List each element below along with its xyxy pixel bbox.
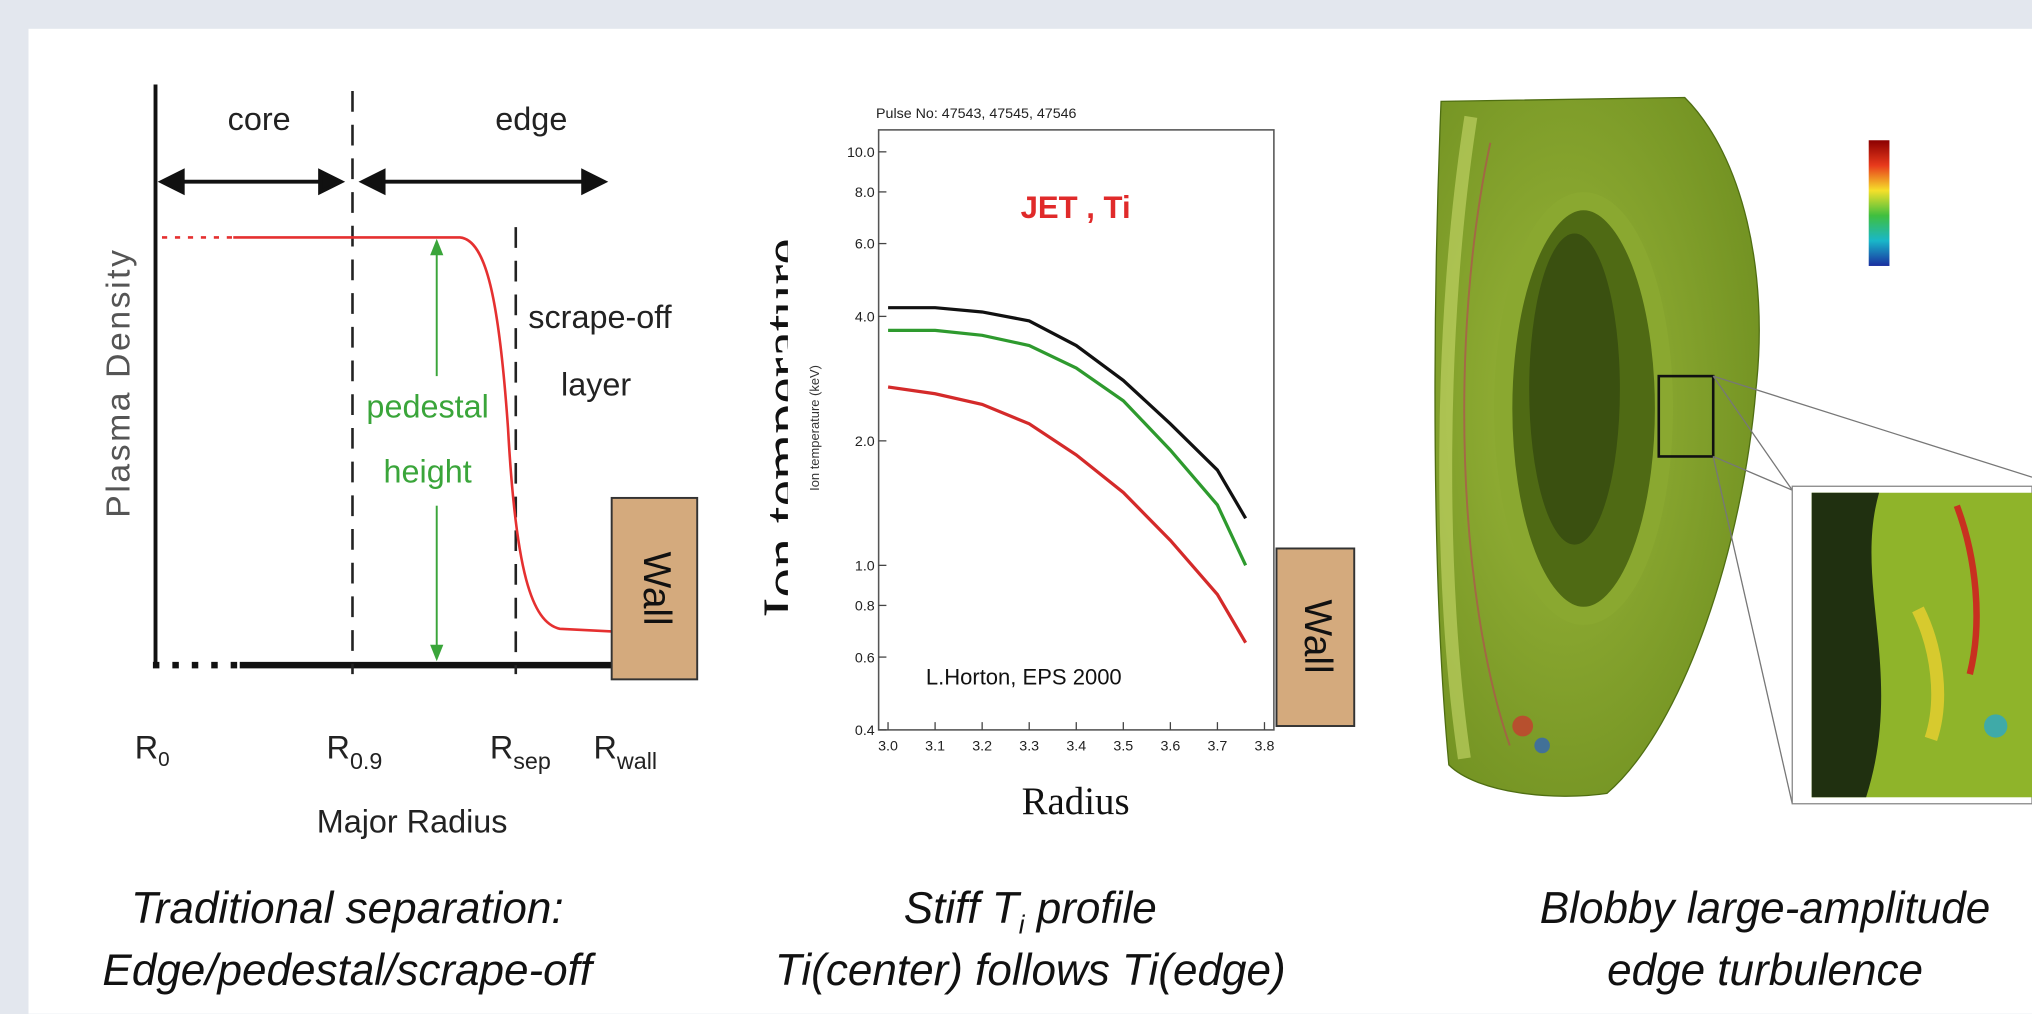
- x-tick-label: 3.2: [972, 739, 992, 755]
- separatrix: [1463, 142, 1511, 746]
- x-tick-label: 3.0: [878, 739, 898, 755]
- y-tick-label: 8.0: [855, 185, 875, 201]
- blob: [1512, 715, 1534, 737]
- caption: Traditional separation:: [131, 884, 564, 933]
- y-tick-label: 10.0: [847, 145, 875, 161]
- y-tick-label: 0.6: [855, 650, 875, 666]
- x-tick-label: 3.3: [1019, 739, 1039, 755]
- x-axis-label: Radius: [1022, 780, 1130, 823]
- caption: Ti(center) follows Ti(edge): [775, 946, 1286, 995]
- blob: [1534, 737, 1550, 754]
- x-tick-label: Rwall: [594, 729, 658, 773]
- density-profile: [233, 236, 612, 633]
- region-label: edge: [495, 101, 567, 137]
- y-tick-label: 2.0: [855, 434, 875, 450]
- x-tick-label: 3.4: [1066, 739, 1086, 755]
- label-backdrop: [422, 376, 451, 506]
- y-tick-label: 6.0: [855, 237, 875, 253]
- y-tick-label: 4.0: [855, 310, 875, 326]
- zoom-box: [1657, 374, 1715, 458]
- x-tick-label: R0.9: [327, 729, 383, 773]
- clipped-label: Ion temperature: [750, 238, 816, 617]
- y-tick-label: 0.8: [855, 599, 875, 615]
- sol-label: layer: [561, 367, 631, 403]
- tick-sub: sep: [513, 748, 551, 774]
- tick-sub: wall: [616, 748, 657, 774]
- zoom-structure: [1811, 492, 1882, 798]
- wall-label: Wall: [635, 552, 678, 626]
- tick-base: R: [490, 729, 513, 765]
- x-tick-label: 3.1: [925, 739, 945, 755]
- plot-title: Pulse No: 47543, 47545, 47546: [876, 106, 1077, 122]
- data-line: [888, 328, 1248, 567]
- x-tick-label: Rsep: [490, 729, 551, 773]
- annotation: JET , Ti: [1021, 190, 1131, 225]
- caption: Edge/pedestal/scrape-off: [102, 946, 596, 995]
- torus-hole-inner: [1529, 233, 1620, 545]
- data-line: [887, 385, 1248, 644]
- turbulence-texture: [1439, 115, 1478, 760]
- zoom-structure: [1984, 714, 2008, 738]
- tick-base: R: [135, 729, 158, 765]
- y-tick-label: 0.4: [855, 723, 875, 739]
- y-axis-label: Ion temperature (keV): [807, 365, 822, 491]
- region-label: core: [228, 101, 291, 137]
- wall-box: [610, 496, 699, 681]
- colorbar: [1868, 140, 1890, 266]
- zoom-lines: [1712, 375, 2032, 804]
- region-arrows: [157, 168, 609, 196]
- y-tick-label: 1.0: [855, 559, 875, 575]
- x-tick-label: 3.5: [1113, 739, 1133, 755]
- caption-part: Stiff T: [904, 884, 1022, 933]
- y-axis-label-large: Ion temperature: [750, 238, 816, 617]
- wall-label: Wall: [1296, 600, 1339, 674]
- caption: Blobby large-amplitude: [1540, 884, 1991, 933]
- left-figure: core edge Plasma Density pedestal height…: [101, 84, 699, 995]
- tick-base: R: [594, 729, 617, 765]
- caption: Stiff Ti profile: [904, 884, 1157, 939]
- x-tick-label: 3.8: [1255, 739, 1275, 755]
- x-tick-label: 3.6: [1160, 739, 1180, 755]
- y-axis-label: Plasma Density: [101, 247, 138, 517]
- data-line: [888, 306, 1248, 520]
- x-tick-label: 3.7: [1208, 739, 1228, 755]
- middle-figure: Pulse No: 47543, 47545, 47546 JET , Ti L…: [750, 106, 1356, 995]
- pedestal-label: pedestal: [366, 389, 488, 425]
- right-figure: Blobby large-amplitude edge turbulence: [1434, 96, 2032, 995]
- sol-label: scrape-off: [528, 299, 672, 335]
- credit: L.Horton, EPS 2000: [926, 665, 1122, 690]
- caption-sub: i: [1019, 911, 1026, 939]
- caption: edge turbulence: [1607, 946, 1923, 995]
- zoom-structure: [1953, 504, 1980, 675]
- x-tick-label: R0: [135, 729, 170, 771]
- tick-sub: 0.9: [350, 748, 382, 774]
- wall-box: [1275, 547, 1356, 727]
- caption-part: profile: [1025, 884, 1157, 933]
- pedestal-label: height: [384, 453, 472, 489]
- tick-base: R: [327, 729, 350, 765]
- tick-sub: 0: [158, 748, 170, 771]
- x-axis-label: Major Radius: [317, 803, 508, 839]
- zoom-structure: [1912, 606, 1945, 742]
